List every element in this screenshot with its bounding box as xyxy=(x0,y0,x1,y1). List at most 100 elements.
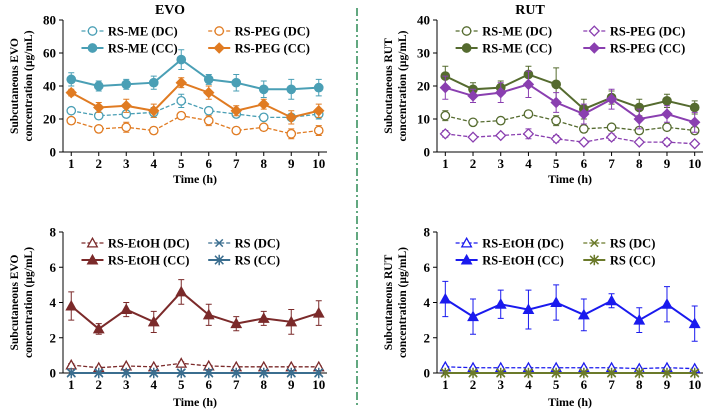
data-point xyxy=(285,315,298,327)
chart-evo-bottom: 0 2 4 6 8 1 2 3 4 5 6 7 8 9 10 Time (h) Subcutaneous EVO… xyxy=(9,225,327,409)
data-point xyxy=(92,322,105,334)
x-tick-label: 6 xyxy=(206,156,213,171)
data-point xyxy=(65,299,78,311)
y-tick-label: 6 xyxy=(50,260,57,275)
series-line xyxy=(445,133,695,145)
data-point xyxy=(148,105,160,117)
legend-label: RS-ME (DC) xyxy=(108,25,178,39)
data-point xyxy=(688,317,701,329)
legend-entry: RS-PEG (CC) xyxy=(583,42,685,56)
series-line xyxy=(70,81,319,119)
legend-label: RS-PEG (DC) xyxy=(235,25,310,39)
data-point xyxy=(551,79,561,90)
data-point xyxy=(259,367,269,379)
x-tick-label: 2 xyxy=(96,377,103,392)
x-axis-label: Time (h) xyxy=(548,395,592,409)
data-point xyxy=(633,313,646,325)
series-line xyxy=(71,115,319,135)
y-axis-label-line: Subcutaneous EVO xyxy=(9,38,21,134)
legend-marker xyxy=(215,238,224,248)
data-point xyxy=(605,93,618,105)
legend-marker xyxy=(214,254,224,266)
legend-entry: RS (CC) xyxy=(208,254,280,268)
data-point xyxy=(312,306,325,318)
data-point xyxy=(121,367,131,379)
data-point xyxy=(203,115,214,126)
data-point xyxy=(495,129,507,142)
data-point xyxy=(66,367,76,379)
series-rs-peg-cc xyxy=(439,70,701,133)
data-point xyxy=(286,129,297,139)
data-point xyxy=(439,292,452,304)
x-tick-label: 10 xyxy=(312,156,325,171)
x-tick-label: 7 xyxy=(233,156,240,171)
data-point xyxy=(494,298,507,309)
data-point xyxy=(550,96,562,109)
legend-marker xyxy=(213,42,225,54)
legend-label: RS (CC) xyxy=(235,254,280,268)
data-point xyxy=(147,315,160,327)
data-point xyxy=(121,79,132,90)
series-line xyxy=(445,83,695,124)
legend-marker xyxy=(86,236,99,248)
data-point xyxy=(439,81,452,94)
x-tick-label: 9 xyxy=(288,377,295,392)
x-tick-label: 9 xyxy=(288,156,295,171)
data-point xyxy=(439,128,452,140)
legend-label: RS-ME (DC) xyxy=(482,25,552,39)
x-tick-label: 9 xyxy=(664,156,671,171)
data-point xyxy=(93,101,105,114)
data-point xyxy=(523,367,534,379)
legend-label: RS-EtOH (CC) xyxy=(482,254,564,268)
legend-marker xyxy=(588,25,601,37)
data-point xyxy=(606,367,617,379)
series-rs-cc xyxy=(440,367,700,379)
data-point xyxy=(285,111,297,124)
x-tick-label: 2 xyxy=(470,377,477,392)
legend-label: RS-PEG (DC) xyxy=(610,25,685,39)
data-point xyxy=(522,303,535,315)
series-rs-me-dc xyxy=(440,109,700,136)
data-point xyxy=(258,84,269,95)
x-tick-label: 4 xyxy=(151,156,158,171)
y-tick-label: 8 xyxy=(50,225,57,240)
legend-marker xyxy=(590,238,599,248)
chart-rut-top: 0 10 20 30 40 1 2 3 4 5 6 7 8 9 10 Time (h) Subcutaneous… xyxy=(383,13,703,186)
y-tick-label: 6 xyxy=(424,260,431,275)
data-point xyxy=(606,122,617,133)
data-point xyxy=(231,77,242,88)
data-point xyxy=(258,122,269,133)
data-point xyxy=(662,122,672,133)
data-point xyxy=(93,124,104,134)
data-point xyxy=(495,115,506,126)
data-point xyxy=(313,105,325,117)
data-point xyxy=(688,116,701,129)
data-point xyxy=(65,358,78,370)
series-line xyxy=(71,58,319,91)
x-axis-label: Time (h) xyxy=(548,172,592,186)
data-point xyxy=(662,367,672,379)
series-line xyxy=(71,100,319,118)
legend-entry: RS-EtOH (DC) xyxy=(81,237,189,251)
x-axis-label: Time (h) xyxy=(173,172,217,186)
data-point xyxy=(314,367,324,379)
y-tick-label: 20 xyxy=(417,79,430,94)
data-point xyxy=(66,74,77,85)
data-point xyxy=(176,54,187,65)
legend-label: RS-PEG (CC) xyxy=(610,42,685,56)
series-rs-peg-cc xyxy=(65,76,325,125)
data-point xyxy=(66,115,77,126)
data-point xyxy=(662,96,672,106)
legend-marker xyxy=(461,26,472,36)
x-tick-label: 8 xyxy=(261,156,268,171)
y-tick-label: 10 xyxy=(417,112,430,127)
y-axis-label-line: concentration (µg/mL) xyxy=(23,247,35,358)
x-tick-label: 7 xyxy=(233,377,240,392)
x-tick-label: 6 xyxy=(581,156,588,171)
data-point xyxy=(550,133,562,145)
data-point xyxy=(176,110,187,121)
y-tick-label: 4 xyxy=(50,295,57,310)
legend-entry: RS-EtOH (CC) xyxy=(455,254,564,268)
data-point xyxy=(495,367,506,379)
